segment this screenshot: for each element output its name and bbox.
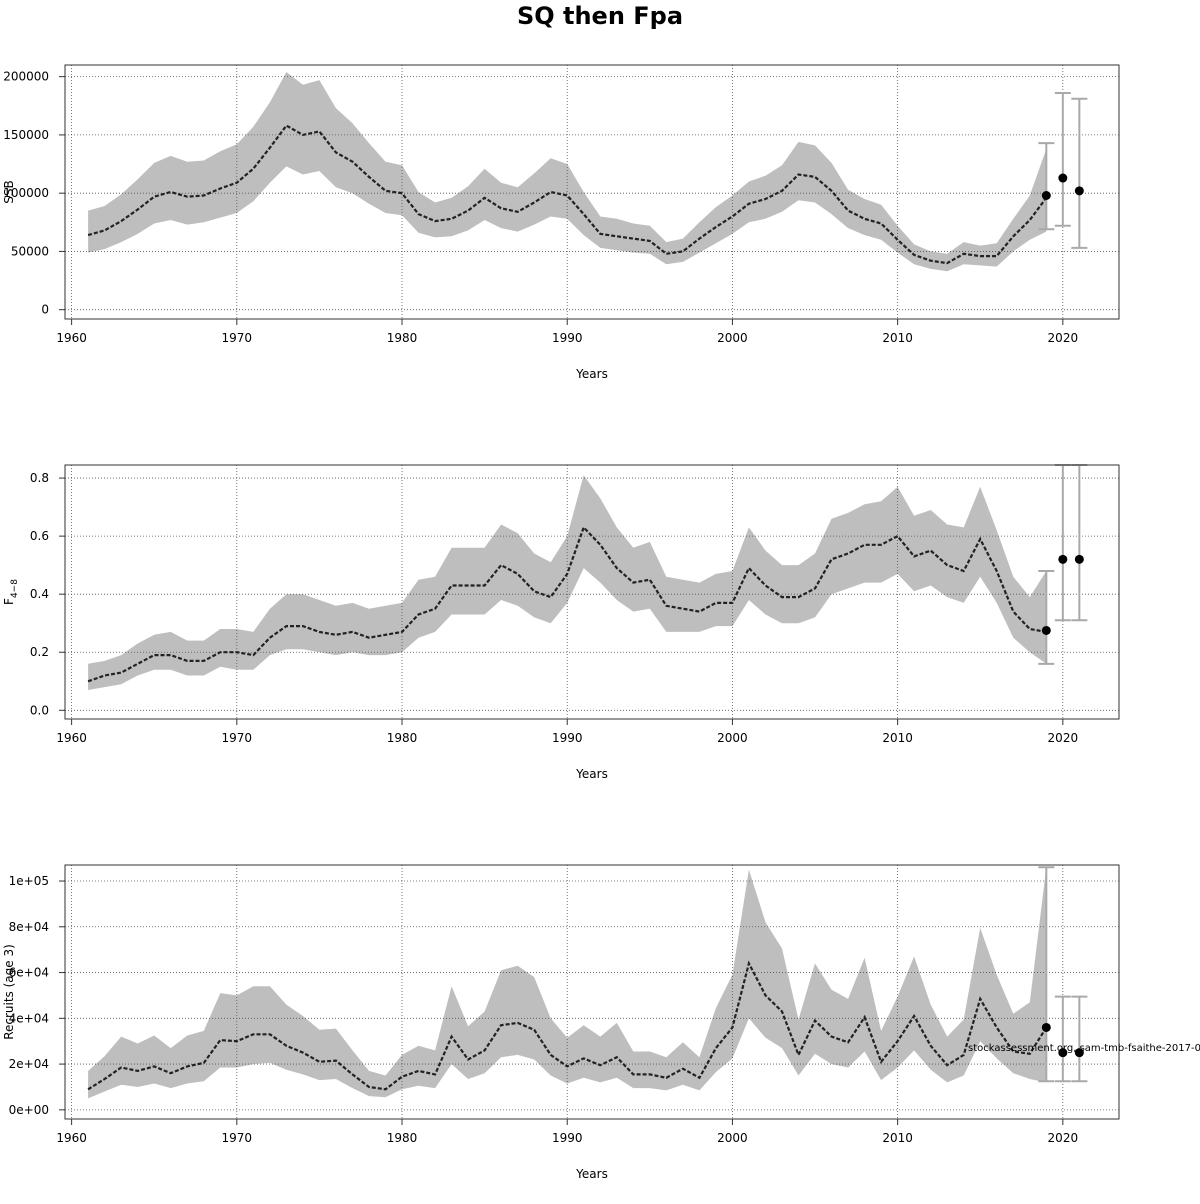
ssb-y-tick-label: 0 <box>41 303 49 317</box>
f-projection-point <box>1058 554 1068 564</box>
ssb-plot-frame <box>64 64 1120 320</box>
recruits-y-tick-label: 0e+00 <box>9 1103 49 1117</box>
recruits-y-tick-label: 4e+04 <box>9 1011 49 1025</box>
f-y-axis-label-subscript: 4−8 <box>10 579 20 598</box>
ssb-projection-point <box>1058 173 1068 183</box>
ssb-projection-point <box>1074 186 1084 196</box>
recruits-y-tick-label: 2e+04 <box>9 1057 49 1071</box>
f-projection-point <box>1074 554 1084 564</box>
f-x-tick-label: 2020 <box>1048 731 1079 745</box>
ssb-y-tick-label: 200000 <box>3 70 49 84</box>
f-x-tick-label: 1960 <box>56 731 87 745</box>
ssb-x-tick-label: 2020 <box>1048 331 1079 345</box>
ssb-x-tick-label: 1960 <box>56 331 87 345</box>
recruits-x-axis-label: Years <box>575 1167 608 1181</box>
ssb-y-tick-label: 50000 <box>11 244 49 258</box>
recruits-plot-frame <box>64 864 1120 1120</box>
recruits-x-tick-label: 1990 <box>552 1131 583 1145</box>
f-estimate-line <box>87 525 1047 683</box>
recruits-x-tick-label: 2020 <box>1048 1131 1079 1145</box>
recruits-y-tick-label: 1e+05 <box>9 874 49 888</box>
recruits-projection-point <box>1058 1048 1068 1058</box>
f-x-axis-label: Years <box>575 767 608 781</box>
f-x-tick-label: 1990 <box>552 731 583 745</box>
f-x-tick-label: 1980 <box>387 731 418 745</box>
f-plot-frame <box>64 464 1120 720</box>
panel-recruits: 1960 1970 1980 1990 2000 2010 2020 0e+00 2e+04 4e… <box>2 864 1120 1181</box>
f-y-tick-label: 0.8 <box>30 471 49 485</box>
f-y-tick-label: 0.6 <box>30 529 49 543</box>
ssb-projection-point <box>1041 190 1051 200</box>
recruits-y-tick-label: 8e+04 <box>9 920 49 934</box>
recruits-projection-point <box>1074 1048 1084 1058</box>
recruits-confidence-band <box>88 867 1047 1099</box>
ssb-x-tick-label: 1970 <box>222 331 253 345</box>
recruits-y-tick-label: 6e+04 <box>9 966 49 980</box>
f-y-tick-label: 0.0 <box>30 703 49 717</box>
recruits-x-tick-label: 1980 <box>387 1131 418 1145</box>
ssb-x-tick-label: 1980 <box>387 331 418 345</box>
f-x-tick-label: 1970 <box>222 731 253 745</box>
f-y-tick-label: 0.4 <box>30 587 49 601</box>
footnote: stockassessment.org, sam-tmb-fsaithe-201… <box>968 1043 1200 1054</box>
ssb-x-tick-label: 2000 <box>717 331 748 345</box>
ssb-x-tick-label: 2010 <box>882 331 913 345</box>
ssb-y-axis-label: SSB <box>2 180 16 203</box>
recruits-x-tick-label: 1960 <box>56 1131 87 1145</box>
ssb-x-axis-label: Years <box>575 367 608 381</box>
ssb-y-tick-label: 100000 <box>3 186 49 200</box>
recruits-y-axis-label: Recruits (age 3) <box>2 944 16 1040</box>
f-projection-point <box>1041 625 1051 635</box>
ssb-y-tick-label: 150000 <box>3 128 49 142</box>
f-y-axis-label: F4−8 <box>2 579 20 605</box>
f-y-tick-label: 0.2 <box>30 645 49 659</box>
ssb-estimate-line <box>87 124 1048 265</box>
ssb-confidence-band <box>88 72 1047 272</box>
recruits-estimate-line <box>87 960 1048 1091</box>
ssb-x-tick-label: 1990 <box>552 331 583 345</box>
f-x-tick-label: 2000 <box>717 731 748 745</box>
panel-ssb: 1960 1970 1980 1990 2000 2010 2020 0 50000 100000… <box>2 64 1120 381</box>
panel-f: 1960 1970 1980 1990 2000 2010 2020 0.0 0.2 0.4 0.6… <box>2 464 1120 781</box>
recruits-x-tick-label: 2000 <box>717 1131 748 1145</box>
recruits-projection-point <box>1041 1022 1051 1032</box>
recruits-x-tick-label: 2010 <box>882 1131 913 1145</box>
chart-title: SQ then Fpa <box>517 2 683 30</box>
f-x-tick-label: 2010 <box>882 731 913 745</box>
recruits-x-tick-label: 1970 <box>222 1131 253 1145</box>
